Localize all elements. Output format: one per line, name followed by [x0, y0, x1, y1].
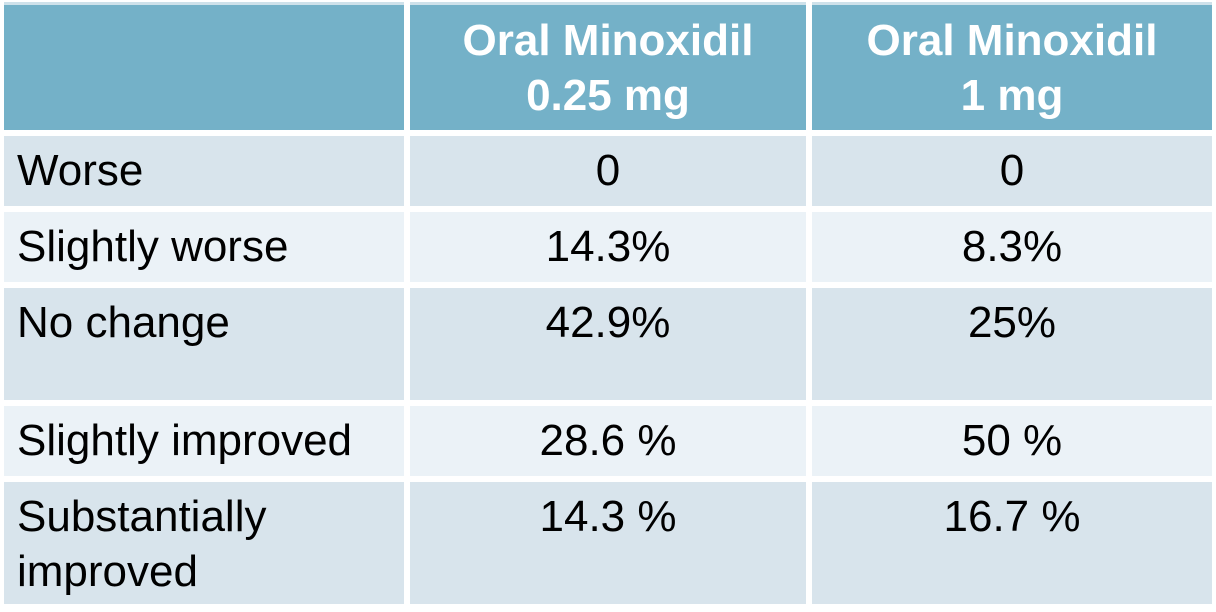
row-label-worse: Worse	[4, 136, 404, 206]
cell-value-no-change-1mg: 25%	[812, 288, 1212, 400]
column-header-1mg: Oral Minoxidil 1 mg	[812, 2, 1212, 130]
cell-value-slightly-improved-1mg: 50 %	[812, 406, 1212, 476]
cell-value-slightly-improved-025mg: 28.6 %	[410, 406, 806, 476]
cell-value-worse-1mg: 0	[812, 136, 1212, 206]
column-header-025mg: Oral Minoxidil 0.25 mg	[410, 2, 806, 130]
cell-value-no-change-025mg: 42.9%	[410, 288, 806, 400]
column-header-line1: Oral Minoxidil	[462, 15, 754, 65]
cell-value-slightly-worse-1mg: 8.3%	[812, 212, 1212, 282]
header-cell-empty	[4, 2, 404, 130]
row-label-no-change: No change	[4, 288, 404, 400]
row-label-slightly-improved: Slightly improved	[4, 406, 404, 476]
row-label-substantially-improved: Substantially improved	[4, 482, 404, 604]
cell-value-slightly-worse-025mg: 14.3%	[410, 212, 806, 282]
column-header-line2: 1 mg	[960, 70, 1064, 120]
row-label-slightly-worse: Slightly worse	[4, 212, 404, 282]
column-header-line2: 0.25 mg	[526, 70, 690, 120]
cell-value-worse-025mg: 0	[410, 136, 806, 206]
column-header-line1: Oral Minoxidil	[866, 15, 1158, 65]
cell-value-substantially-improved-1mg: 16.7 %	[812, 482, 1212, 604]
cell-value-substantially-improved-025mg: 14.3 %	[410, 482, 806, 604]
